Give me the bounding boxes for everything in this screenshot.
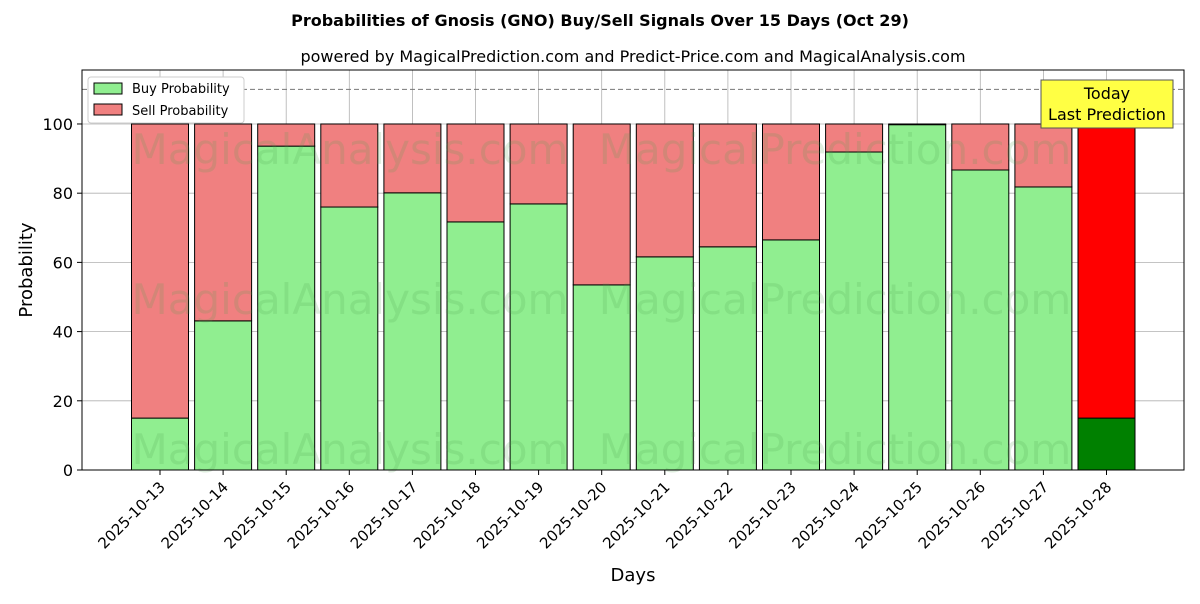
bar-sell: [131, 123, 189, 419]
bar-sell: [509, 123, 568, 205]
x-tick-label: 2025-10-18: [410, 478, 484, 552]
bar-sell: [1077, 123, 1136, 419]
y-tick-label: 0: [63, 461, 73, 480]
bar-buy: [257, 145, 316, 471]
bar-sell: [320, 123, 379, 208]
bar-buy: [635, 256, 694, 471]
annotation-line2: Last Prediction: [1048, 105, 1166, 124]
x-tick-label: 2025-10-25: [852, 478, 926, 552]
bar-sell: [257, 123, 316, 147]
bar-sell: [762, 123, 820, 241]
x-tick-label: 2025-10-16: [284, 478, 358, 552]
y-tick-label: 40: [53, 323, 73, 342]
bar-buy: [194, 320, 253, 471]
x-tick-label: 2025-10-24: [789, 478, 863, 552]
x-tick-label: 2025-10-17: [347, 478, 421, 552]
bar-buy: [762, 239, 820, 471]
bar-sell: [698, 123, 757, 248]
bar-sell: [825, 123, 884, 153]
bar-sell: [1014, 123, 1073, 188]
bar-buy: [383, 192, 442, 471]
bar-buy: [888, 124, 947, 471]
watermark: MagicalPrediction.com: [599, 125, 1072, 174]
bar-sell: [383, 123, 442, 194]
chart-title: Probabilities of Gnosis (GNO) Buy/Sell S…: [291, 11, 909, 30]
x-tick-label: 2025-10-27: [978, 478, 1052, 552]
x-tick-label: 2025-10-19: [473, 478, 547, 552]
x-tick-label: 2025-10-23: [725, 478, 799, 552]
y-tick-label: 100: [42, 115, 73, 134]
x-tick-label: 2025-10-28: [1041, 478, 1115, 552]
bar-buy: [572, 284, 631, 471]
today-annotation: Today Last Prediction: [1040, 79, 1174, 129]
watermark: MagicalAnalysis.com: [132, 425, 569, 474]
legend-label-sell: Sell Probability: [132, 104, 229, 119]
legend-label-buy: Buy Probability: [132, 82, 230, 97]
y-tick-label: 80: [53, 184, 73, 203]
x-tick-label: 2025-10-14: [158, 478, 232, 552]
x-tick-label: 2025-10-26: [915, 478, 989, 552]
plot-frame: [81, 69, 1185, 471]
watermark: MagicalPrediction.com: [599, 425, 1072, 474]
x-tick-label: 2025-10-21: [599, 478, 673, 552]
watermark: MagicalAnalysis.com: [132, 275, 569, 324]
x-tick-label: 2025-10-22: [662, 478, 736, 552]
legend-swatch-sell: [93, 103, 123, 116]
bar-sell: [446, 123, 505, 223]
bar-sell: [194, 123, 253, 322]
y-tick-label: 20: [53, 392, 73, 411]
watermark: MagicalAnalysis.com: [132, 125, 569, 174]
bar-buy: [825, 151, 884, 471]
bar-sell: [572, 123, 631, 286]
bar-buy: [1077, 417, 1136, 471]
x-tick-label: 2025-10-15: [221, 478, 295, 552]
watermark: MagicalPrediction.com: [599, 275, 1072, 324]
x-axis-label: Days: [611, 565, 656, 586]
legend-swatch-buy: [93, 82, 123, 95]
x-tick-label: 2025-10-13: [94, 478, 168, 552]
x-tick-label: 2025-10-20: [536, 478, 610, 552]
bar-sell: [951, 123, 1010, 171]
bar-sell: [635, 123, 694, 258]
y-axis-label: Probability: [16, 222, 37, 317]
chart-subtitle: powered by MagicalPrediction.com and Pre…: [300, 47, 965, 66]
y-tick-label: 60: [53, 253, 73, 272]
annotation-line1: Today: [1083, 84, 1130, 103]
bar-buy: [951, 169, 1010, 471]
legend: Buy Probability Sell Probability: [87, 76, 245, 124]
bar-sell: [888, 123, 947, 126]
